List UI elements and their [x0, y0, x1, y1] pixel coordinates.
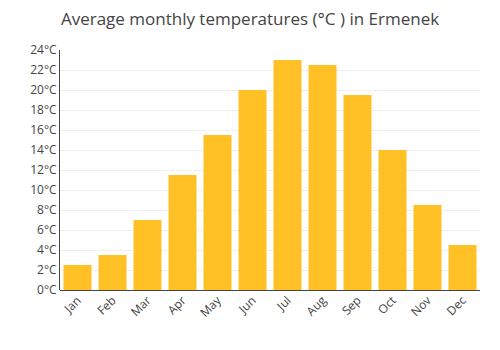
svg-text:12°C: 12°C — [30, 161, 57, 178]
svg-text:May: May — [196, 291, 225, 320]
svg-text:8°C: 8°C — [37, 201, 57, 218]
svg-text:22°C: 22°C — [30, 61, 57, 78]
svg-text:Jul: Jul — [272, 292, 294, 314]
svg-text:Dec: Dec — [443, 292, 470, 319]
svg-text:14°C: 14°C — [30, 141, 57, 158]
svg-text:6°C: 6°C — [37, 221, 57, 238]
svg-text:Jan: Jan — [60, 292, 85, 317]
svg-text:Oct: Oct — [374, 292, 400, 318]
svg-text:10°C: 10°C — [30, 181, 57, 198]
svg-text:24°C: 24°C — [30, 41, 57, 58]
svg-text:Mar: Mar — [127, 292, 155, 320]
svg-text:4°C: 4°C — [37, 241, 57, 258]
svg-text:Nov: Nov — [407, 292, 435, 320]
svg-text:16°C: 16°C — [30, 121, 57, 138]
svg-text:0°C: 0°C — [37, 281, 57, 298]
svg-text:18°C: 18°C — [30, 101, 57, 118]
svg-text:Aug: Aug — [302, 292, 330, 320]
svg-text:20°C: 20°C — [30, 81, 57, 98]
svg-text:Average monthly temperatures (: Average monthly temperatures (°C ) in Er… — [61, 7, 439, 30]
svg-text:Sep: Sep — [338, 292, 365, 319]
svg-text:Jun: Jun — [234, 292, 259, 317]
svg-text:Apr: Apr — [164, 292, 190, 318]
svg-text:Feb: Feb — [93, 292, 119, 318]
svg-text:2°C: 2°C — [37, 261, 57, 278]
